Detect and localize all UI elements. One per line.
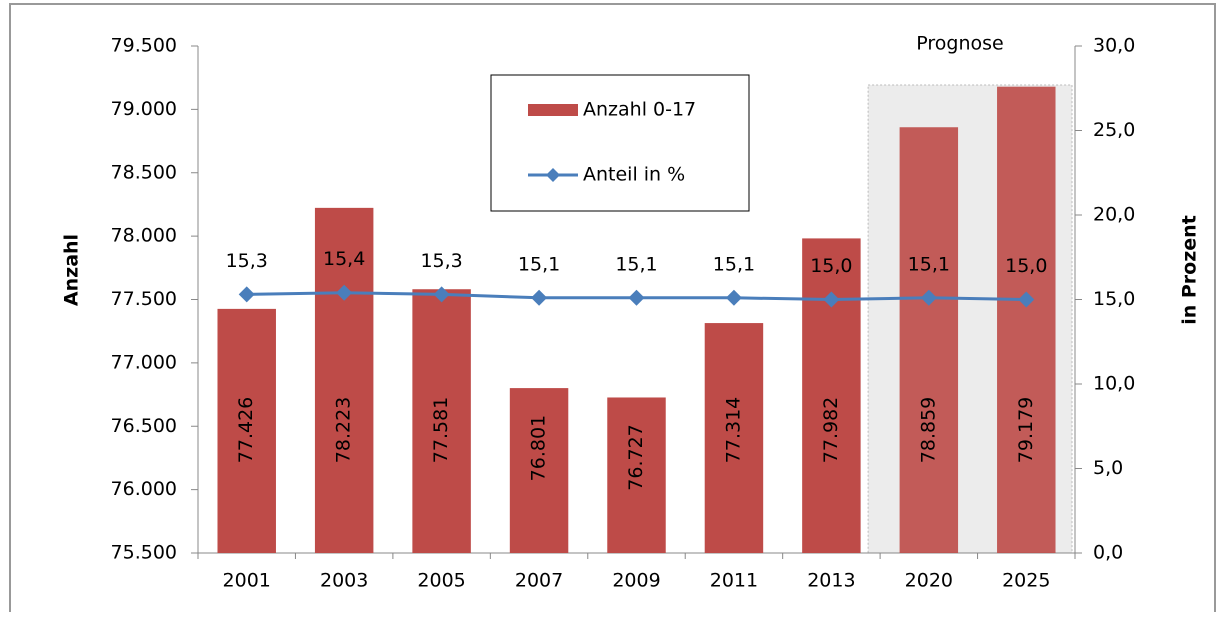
y-tick-label: 76.500 — [111, 415, 177, 437]
marker — [920, 289, 937, 306]
marker — [433, 286, 450, 303]
data-label: 15,3 — [420, 250, 462, 272]
bar — [412, 289, 471, 553]
data-label: 15,3 — [226, 250, 268, 272]
marker — [628, 289, 645, 306]
bar — [314, 207, 374, 554]
y-tick-label: 75.500 — [111, 542, 177, 564]
x-tick-label: 2009 — [612, 570, 660, 592]
y-tick-label: 79.000 — [111, 98, 177, 120]
y-tick-label: 76.000 — [111, 478, 177, 500]
y2-tick-label: 20,0 — [1093, 204, 1135, 226]
data-label: 76.801 — [528, 415, 550, 481]
data-label: 77.982 — [820, 397, 842, 463]
marker — [1018, 291, 1035, 308]
marker — [238, 286, 255, 303]
data-label: 77.314 — [722, 397, 744, 463]
bar — [997, 86, 1056, 553]
marker — [336, 284, 353, 301]
x-tick-label: 2011 — [710, 570, 758, 592]
y2-tick-label: 15,0 — [1093, 288, 1135, 310]
bar — [607, 397, 666, 553]
bar — [899, 127, 959, 553]
data-label: 15,4 — [323, 248, 365, 270]
data-label: 15,0 — [810, 255, 852, 277]
data-label: 76.727 — [625, 424, 647, 490]
data-label: 79.179 — [1015, 397, 1037, 463]
marker — [725, 289, 742, 306]
y-tick-label: 78.500 — [111, 161, 177, 183]
legend-swatch — [546, 168, 560, 182]
legend-box — [490, 74, 750, 212]
x-tick-label: 2005 — [417, 570, 465, 592]
marker — [823, 291, 840, 308]
frame — [9, 3, 1216, 612]
legend-swatch — [528, 104, 578, 116]
bar — [217, 308, 276, 553]
bar — [704, 323, 764, 553]
y2-axis-label: in Prozent — [1179, 215, 1201, 325]
y2-tick-label: 10,0 — [1093, 373, 1135, 395]
annotation: Prognose — [916, 33, 1003, 55]
legend-label: Anteil in % — [583, 164, 685, 186]
x-tick-label: 2025 — [1002, 570, 1050, 592]
data-label: 78.223 — [333, 397, 355, 463]
legend: Anzahl 0-17 Anteil in % — [490, 74, 750, 212]
y2-tick-label: 5,0 — [1093, 457, 1123, 479]
y2-tick-label: 30,0 — [1093, 35, 1135, 57]
x-tick-label: 2007 — [515, 570, 563, 592]
x-tick-label: 2020 — [905, 570, 953, 592]
data-label: 15,1 — [615, 253, 657, 275]
y-tick-label: 78.000 — [111, 225, 177, 247]
data-label: 77.581 — [430, 397, 452, 463]
data-label: 15,1 — [518, 253, 560, 275]
y-tick-label: 77.500 — [111, 288, 177, 310]
y-axis-label: Anzahl — [61, 234, 83, 306]
legend-label: Anzahl 0-17 — [583, 99, 696, 121]
data-label: 78.859 — [917, 397, 939, 463]
x-tick-label: 2013 — [807, 570, 855, 592]
y-tick-label: 77.000 — [111, 351, 177, 373]
marker — [531, 289, 548, 306]
data-label: 77.426 — [235, 397, 257, 463]
data-label: 15,1 — [908, 253, 950, 275]
data-label: 15,0 — [1005, 255, 1047, 277]
y-tick-label: 79.500 — [111, 35, 177, 57]
x-tick-label: 2003 — [320, 570, 368, 592]
x-tick-label: 2001 — [223, 570, 271, 592]
data-label: 15,1 — [713, 253, 755, 275]
y2-tick-label: 25,0 — [1093, 119, 1135, 141]
bar — [509, 388, 569, 553]
bar — [802, 238, 861, 553]
y2-tick-label: 0,0 — [1093, 542, 1123, 564]
